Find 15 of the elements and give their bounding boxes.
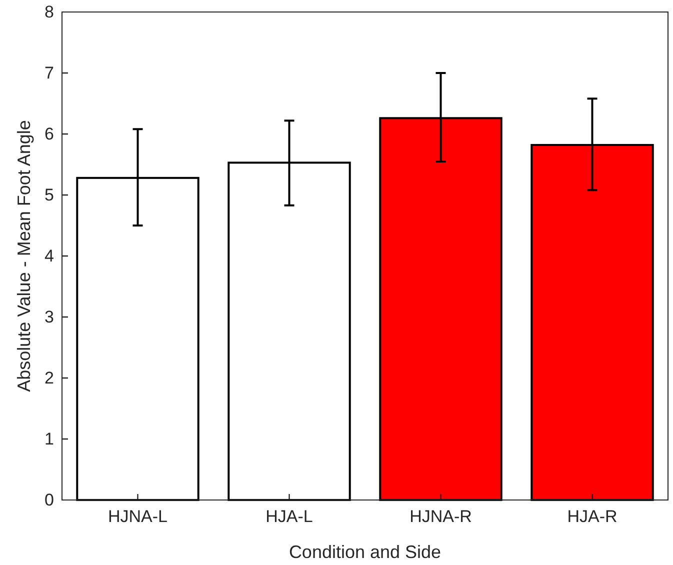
y-tick-label: 6 bbox=[44, 124, 54, 144]
y-tick-label: 8 bbox=[44, 2, 54, 22]
x-tick-label: HJNA-L bbox=[108, 507, 168, 526]
y-tick-label: 0 bbox=[44, 490, 54, 510]
x-tick-label: HJA-L bbox=[266, 507, 313, 526]
y-tick-label: 4 bbox=[44, 246, 54, 266]
y-tick-label: 2 bbox=[44, 368, 54, 388]
x-axis-title: Condition and Side bbox=[288, 542, 442, 562]
x-tick-label: HJNA-R bbox=[410, 507, 472, 526]
y-axis-title: Absolute Value - Mean Foot Angle bbox=[14, 120, 34, 392]
y-tick-label: 7 bbox=[44, 63, 54, 82]
y-tick-label: 5 bbox=[44, 185, 54, 204]
y-tick-label: 1 bbox=[44, 429, 54, 448]
y-tick-label: 3 bbox=[44, 307, 54, 326]
x-tick-label: HJA-R bbox=[567, 507, 618, 526]
